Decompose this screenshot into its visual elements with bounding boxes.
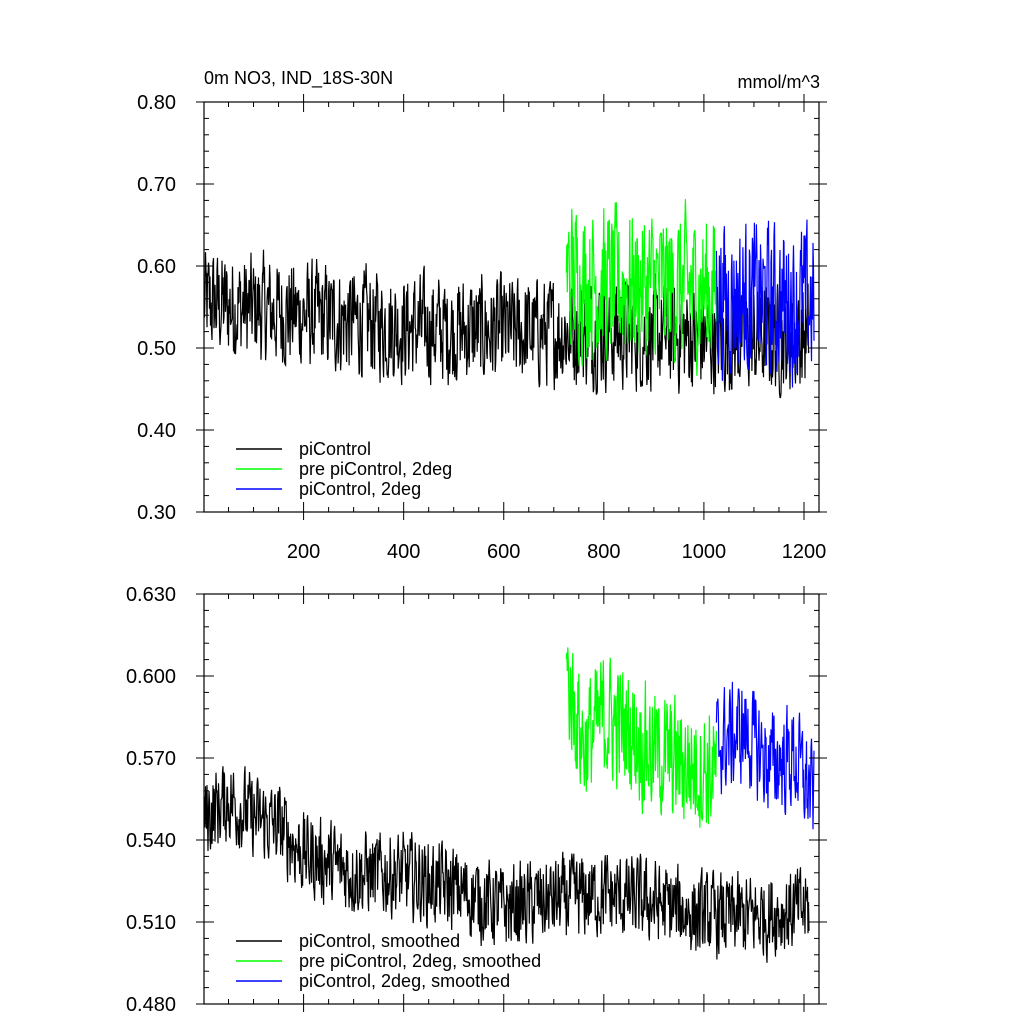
y-tick-label: 0.60 bbox=[137, 256, 176, 278]
legend-label: pre piControl, 2deg bbox=[299, 459, 452, 479]
chart-title: 0m NO3, IND_18S-30N bbox=[204, 68, 393, 89]
y-tick-label: 0.80 bbox=[137, 92, 176, 114]
y-tick-label: 0.30 bbox=[137, 502, 176, 524]
y-tick-label: 0.510 bbox=[126, 912, 176, 934]
series-line-1 bbox=[565, 647, 717, 828]
legend-label: pre piControl, 2deg, smoothed bbox=[299, 951, 541, 971]
series-line-0 bbox=[204, 766, 810, 963]
x-tick-label: 400 bbox=[387, 541, 420, 563]
series-line-1 bbox=[565, 199, 717, 376]
series-line-2 bbox=[715, 219, 815, 388]
x-tick-label: 800 bbox=[587, 541, 620, 563]
bottom-chart: 0.480 0.510 0.540 0.570 0.600 0.630 piControl,… bbox=[126, 584, 827, 1016]
y-tick-label: 0.40 bbox=[137, 420, 176, 442]
top-chart: 200 400 600 800 1000 1200 0.30 0.40 0.50 0.60 0.70… bbox=[137, 92, 827, 563]
y-tick-label: 0.630 bbox=[126, 584, 176, 606]
plot-frame bbox=[203, 593, 820, 1005]
y-tick-label: 0.70 bbox=[137, 174, 176, 196]
plot-frame bbox=[203, 101, 820, 513]
y-tick-label: 0.540 bbox=[126, 830, 176, 852]
units-label: mmol/m^3 bbox=[738, 72, 820, 92]
legend-label: piControl, 2deg bbox=[299, 479, 421, 499]
x-tick-label: 200 bbox=[287, 541, 320, 563]
x-tick-label: 600 bbox=[487, 541, 520, 563]
x-tick-label: 1000 bbox=[682, 541, 727, 563]
legend-label: piControl bbox=[299, 439, 371, 459]
y-tick-label: 0.480 bbox=[126, 994, 176, 1016]
y-tick-label: 0.570 bbox=[126, 748, 176, 770]
y-tick-label: 0.600 bbox=[126, 666, 176, 688]
legend-label: piControl, 2deg, smoothed bbox=[299, 971, 510, 991]
y-tick-label: 0.50 bbox=[137, 338, 176, 360]
series-line-2 bbox=[715, 681, 815, 830]
x-tick-label: 1200 bbox=[782, 541, 827, 563]
legend-label: piControl, smoothed bbox=[299, 931, 460, 951]
